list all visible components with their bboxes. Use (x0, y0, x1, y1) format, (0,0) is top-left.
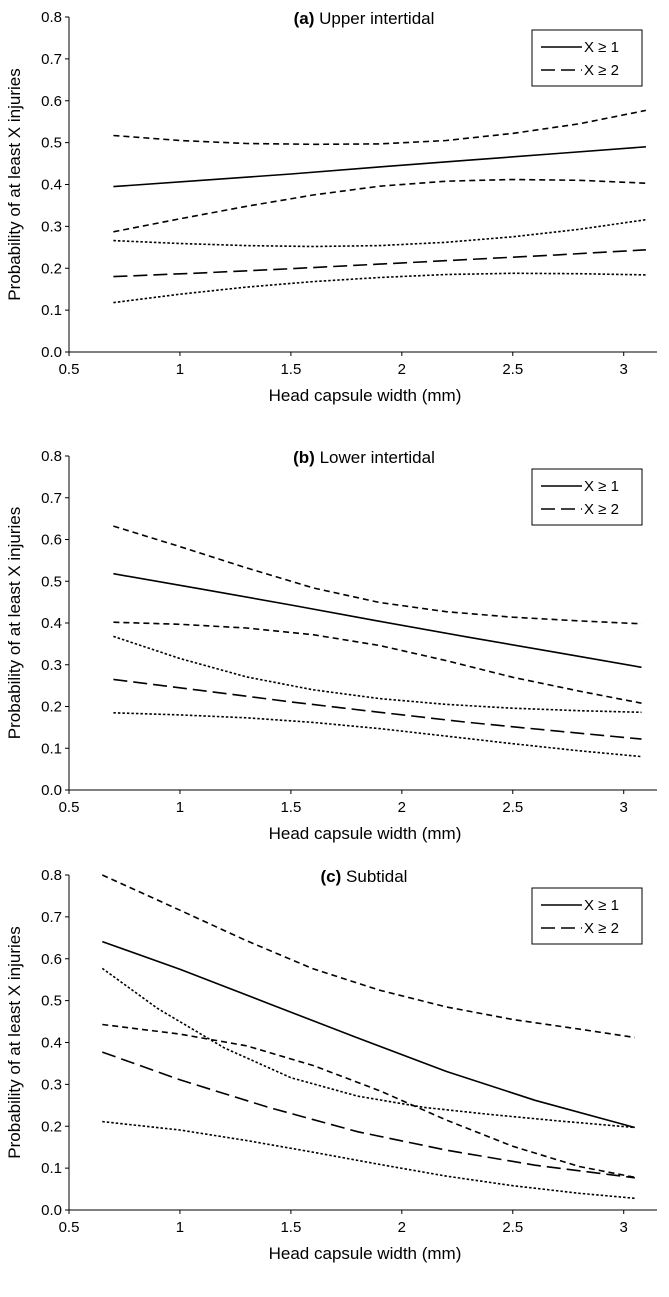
y-tick-label: 0.8 (41, 448, 62, 465)
x-tick-label: 1 (176, 799, 184, 816)
y-tick-label: 0.0 (41, 782, 62, 799)
y-tick-label: 0.5 (41, 993, 62, 1010)
panel-name: Subtidal (341, 867, 407, 886)
y-tick-label: 0.8 (41, 9, 62, 26)
x-tick-label: 2.5 (502, 361, 523, 378)
x-tick-label: 1.5 (280, 1219, 301, 1236)
series-line-dash-short (102, 1023, 635, 1179)
y-tick-label: 0.8 (41, 867, 62, 884)
panel-letter: (a) (294, 9, 315, 28)
y-tick-label: 0.7 (41, 51, 62, 68)
y-tick-label: 0.6 (41, 532, 62, 549)
x-tick-label: 1 (176, 1219, 184, 1236)
y-tick-label: 0.7 (41, 909, 62, 926)
x-tick-label: 2.5 (502, 1219, 523, 1236)
y-tick-label: 0.3 (41, 657, 62, 674)
panel-name: Lower intertidal (315, 448, 435, 467)
legend-label: X ≥ 1 (584, 39, 619, 56)
x-axis-title: Head capsule width (mm) (269, 824, 462, 843)
series-line-dash-short (113, 525, 642, 625)
x-axis-title: Head capsule width (mm) (269, 1244, 462, 1263)
series-line-solid (102, 940, 636, 1129)
y-axis-title: Probability of at least X injuries (5, 68, 24, 300)
y-tick-label: 0.1 (41, 1160, 62, 1177)
y-tick-label: 0.3 (41, 218, 62, 235)
y-tick-label: 0.7 (41, 490, 62, 507)
y-tick-label: 0.2 (41, 699, 62, 716)
legend-label: X ≥ 1 (584, 897, 619, 914)
legend-label: X ≥ 2 (584, 62, 619, 79)
legend-box (531, 29, 643, 87)
x-tick-label: 1.5 (280, 361, 301, 378)
panel-letter: (c) (321, 867, 342, 886)
series-line-dash-long (102, 1051, 635, 1179)
series-line-dot-fine (113, 712, 642, 758)
y-axis-title: Probability of at least X injuries (5, 507, 24, 739)
x-tick-label: 3 (620, 799, 628, 816)
y-tick-label: 0.4 (41, 615, 62, 632)
series-line-solid (113, 572, 642, 669)
series-line-dash-short (113, 109, 647, 146)
chart-panel-c: 0.0 0.1 0.2 0.3 0.4 0.5 0.6 0.7 0.8 0.5 1 1.5 2 2.5 3 H… (5, 867, 657, 1263)
panel-name: Upper intertidal (314, 9, 434, 28)
panel-title: (a) Upper intertidal (294, 9, 435, 28)
y-tick-label: 0.3 (41, 1076, 62, 1093)
legend: X ≥ 1 X ≥ 2 (531, 887, 643, 945)
legend-box (531, 468, 643, 526)
x-tick-label: 2 (398, 1219, 406, 1236)
x-tick-label: 3 (620, 1219, 628, 1236)
chart-panel-a: 0.0 0.1 0.2 0.3 0.4 0.5 0.6 0.7 0.8 0.5 1 1.5 2 2.5 3 H… (5, 9, 657, 405)
series-line-solid (113, 146, 646, 188)
y-tick-label: 0.5 (41, 135, 62, 152)
series-line-dot-fine (113, 272, 646, 304)
y-tick-label: 0.1 (41, 740, 62, 757)
x-tick-label: 3 (620, 361, 628, 378)
x-tick-label: 0.5 (59, 799, 80, 816)
y-tick-label: 0.0 (41, 344, 62, 361)
legend-label: X ≥ 2 (584, 501, 619, 518)
y-axis-title: Probability of at least X injuries (5, 926, 24, 1158)
series-line-dot-fine (113, 218, 647, 248)
legend-label: X ≥ 1 (584, 478, 619, 495)
x-tick-label: 2 (398, 361, 406, 378)
y-tick-label: 0.4 (41, 1035, 62, 1052)
panel-title: (b) Lower intertidal (293, 448, 435, 467)
chart-panel-b: 0.0 0.1 0.2 0.3 0.4 0.5 0.6 0.7 0.8 0.5 1 1.5 2 2.5 3 H… (5, 448, 657, 843)
y-tick-label: 0.2 (41, 260, 62, 277)
series-line-dash-long (113, 249, 646, 278)
panel-title: (c) Subtidal (321, 867, 408, 886)
y-tick-label: 0.6 (41, 93, 62, 110)
series-line-dash-short (101, 874, 635, 1039)
y-tick-label: 0.1 (41, 302, 62, 319)
x-axis-title: Head capsule width (mm) (269, 386, 462, 405)
y-tick-label: 0.5 (41, 573, 62, 590)
series-line-dash-long (113, 678, 642, 740)
legend-label: X ≥ 2 (584, 920, 619, 937)
y-tick-label: 0.6 (41, 951, 62, 968)
legend-box (531, 887, 643, 945)
y-tick-label: 0.4 (41, 177, 62, 194)
y-tick-label: 0.0 (41, 1202, 62, 1219)
series-line-dash-short (113, 178, 646, 233)
panel-letter: (b) (293, 448, 315, 467)
x-tick-label: 1 (176, 361, 184, 378)
y-tick-label: 0.2 (41, 1118, 62, 1135)
legend: X ≥ 1 X ≥ 2 (531, 468, 643, 526)
legend: X ≥ 1 X ≥ 2 (531, 29, 643, 87)
x-tick-label: 1.5 (280, 799, 301, 816)
x-tick-label: 2 (398, 799, 406, 816)
series-line-dot-fine (101, 967, 635, 1129)
x-tick-label: 0.5 (59, 1219, 80, 1236)
series-line-dot-fine (102, 1120, 635, 1200)
x-tick-label: 2.5 (502, 799, 523, 816)
x-tick-label: 0.5 (59, 361, 80, 378)
series-line-dot-fine (113, 635, 642, 714)
